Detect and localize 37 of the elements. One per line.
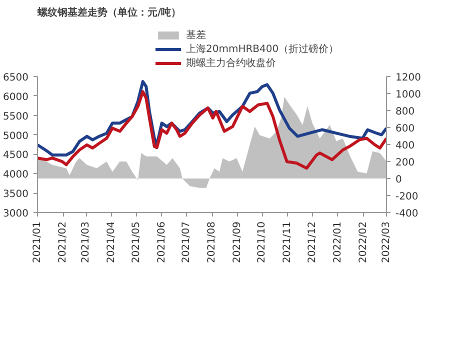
y2-tick-label: 0 [396, 174, 402, 186]
chart-title: 螺纹钢基差走势（单位：元/吨） [36, 6, 182, 18]
line-series [38, 90, 386, 170]
x-tick-label: 2021/01 [32, 221, 43, 264]
x-tick-label: 2021/06 [156, 221, 168, 264]
y-tick-label: 4000 [3, 170, 29, 181]
x-tick-label: 2021/07 [180, 221, 192, 264]
x-tick-label: 2021/10 [256, 221, 268, 264]
y2-tick-label: 200 [396, 158, 415, 168]
x-tick-label: 2022/03 [381, 221, 392, 264]
x-tick-label: 2021/05 [130, 221, 142, 264]
y2-tick-label: -200 [396, 192, 418, 202]
x-tick-label: 2021/09 [232, 221, 244, 264]
x-tick-label: 2021/12 [306, 221, 318, 264]
y2-tick-label: 600 [396, 124, 415, 134]
x-tick-label: 2021/02 [58, 221, 69, 264]
y-tick-label: 6500 [3, 72, 29, 84]
x-tick-label: 2021/03 [80, 221, 92, 264]
x-tick-label: 2022/02 [358, 221, 369, 264]
y2-tick-label: -400 [396, 208, 418, 220]
legend-label: 期螺主力合约收盘价 [186, 56, 276, 70]
y-tick-label: 5000 [3, 130, 29, 142]
y2-tick-label: 400 [396, 140, 415, 152]
x-tick-label: 2021/11 [282, 221, 294, 264]
y-tick-label: 3500 [3, 189, 29, 200]
x-tick-label: 2021/08 [206, 221, 218, 264]
legend-label: 基差 [186, 28, 206, 42]
y-tick-label: 4500 [3, 150, 29, 162]
y2-tick-label: 800 [396, 106, 415, 118]
y2-tick-label: 1200 [396, 72, 421, 84]
x-tick-label: 2022/01 [332, 221, 344, 264]
y-tick-label: 3000 [3, 208, 29, 220]
y2-tick-label: 1000 [396, 90, 421, 100]
y-tick-label: 5500 [3, 111, 29, 122]
legend-label: 上海20mmHRB400（折过磅价） [186, 42, 339, 56]
x-tick-label: 2021/04 [106, 221, 118, 264]
y-tick-label: 6000 [3, 92, 29, 103]
